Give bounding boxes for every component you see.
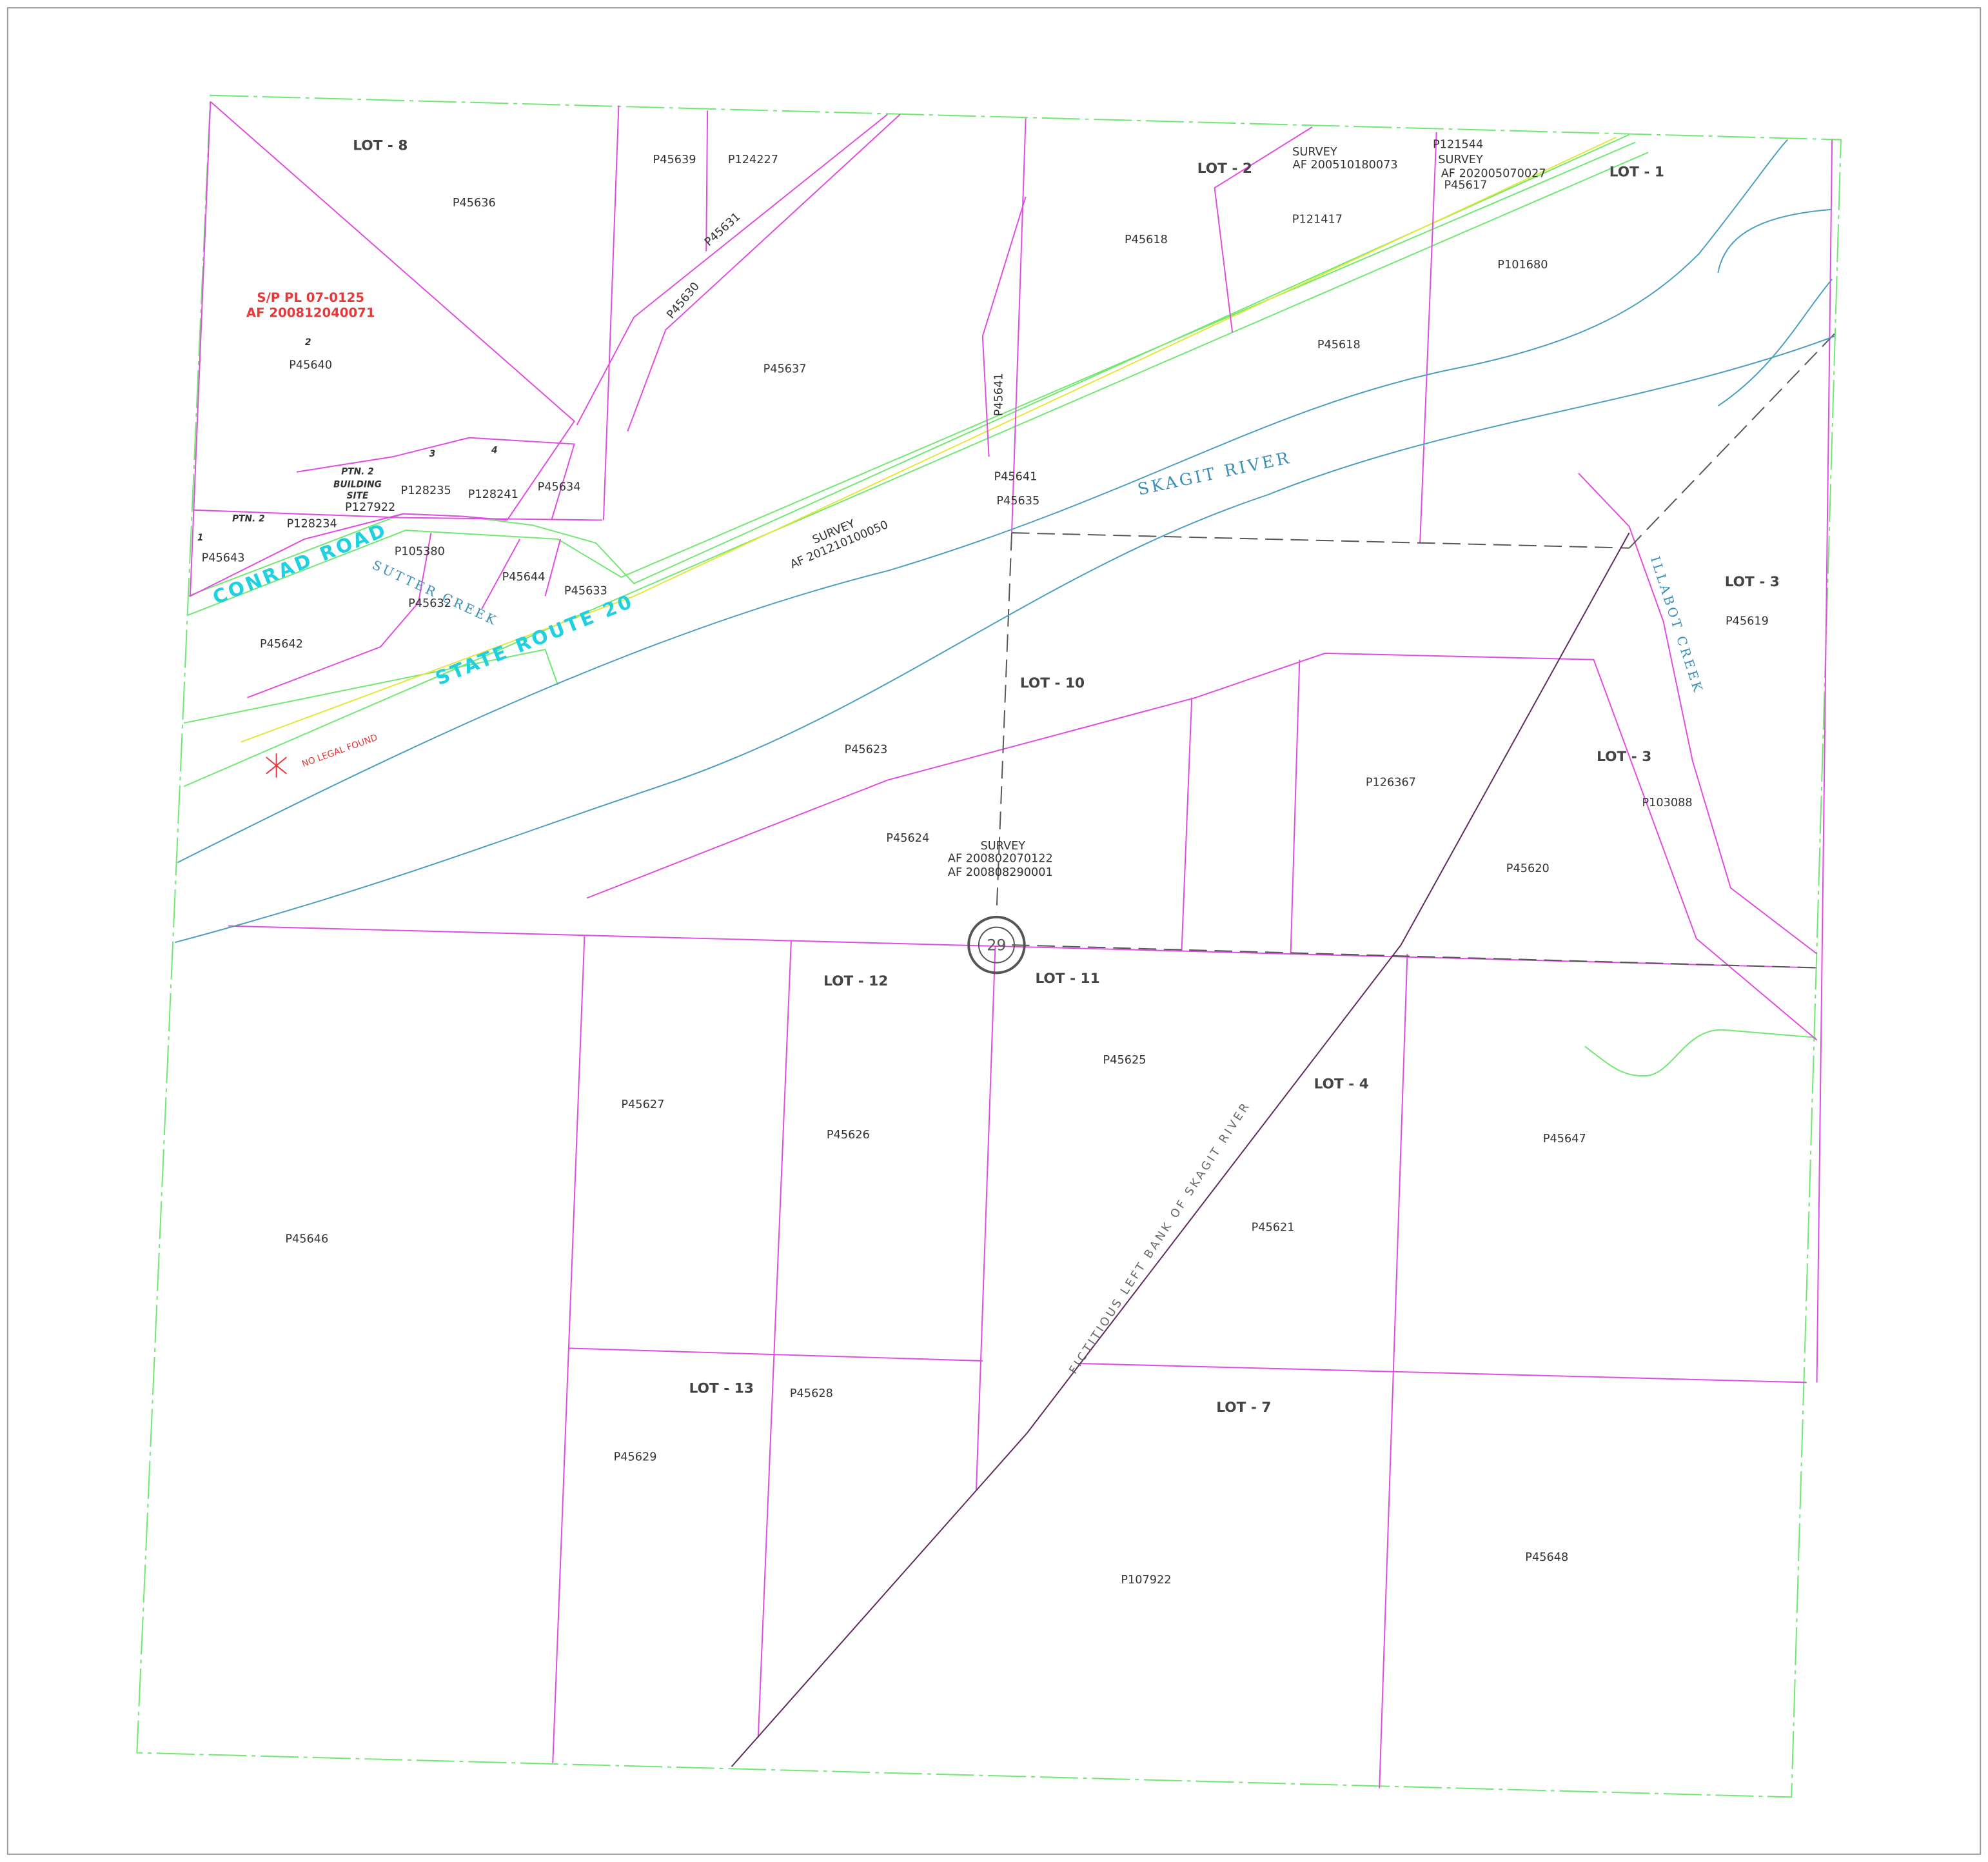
parcel: P45621 bbox=[1252, 1222, 1295, 1234]
parcel: P45636 bbox=[453, 197, 496, 210]
parcel: P45647 bbox=[1543, 1133, 1586, 1145]
parcel: P128241 bbox=[468, 488, 518, 501]
water-label: SKAGIT RIVER bbox=[1136, 448, 1293, 500]
parcel: P101680 bbox=[1497, 259, 1548, 272]
parcel: P45648 bbox=[1525, 1551, 1568, 1564]
parcel: P45642 bbox=[260, 638, 303, 651]
sp-lot-number: 1 bbox=[197, 533, 204, 543]
lot: LOT - 8 bbox=[353, 137, 408, 154]
site-label: SITE bbox=[347, 491, 369, 501]
survey: SURVEY bbox=[980, 840, 1025, 853]
parcel: P45618 bbox=[1125, 233, 1168, 246]
parcel: P45623 bbox=[844, 743, 887, 756]
parcel: P121417 bbox=[1292, 213, 1343, 226]
frame bbox=[6, 7, 1982, 1855]
lot: LOT - 1 bbox=[1609, 164, 1664, 181]
parcel: P45632 bbox=[408, 597, 451, 610]
parcel: P127922 bbox=[345, 501, 395, 514]
parcel: P45633 bbox=[564, 585, 607, 598]
section-number: 29 bbox=[987, 936, 1006, 955]
lot: LOT - 4 bbox=[1314, 1076, 1369, 1092]
short-plat: S/P PL 07-0125 bbox=[257, 290, 364, 305]
parcel: P45626 bbox=[827, 1129, 870, 1142]
lot: LOT - 10 bbox=[1020, 675, 1085, 691]
note: NO LEGAL FOUND bbox=[300, 733, 379, 769]
lot: LOT - 2 bbox=[1197, 161, 1252, 177]
linework bbox=[136, 94, 1842, 1798]
parcel: P45635 bbox=[996, 495, 1039, 508]
parcel: P107922 bbox=[1121, 1574, 1171, 1587]
parcel: P128235 bbox=[401, 484, 451, 497]
survey: AF 200808290001 bbox=[948, 866, 1053, 879]
parcel: P45619 bbox=[1726, 615, 1769, 628]
parcel: P103088 bbox=[1642, 797, 1692, 809]
lot: LOT - 12 bbox=[823, 973, 888, 989]
water-label: SUTTER CREEK bbox=[370, 557, 500, 629]
sp-lot-number: 2 bbox=[305, 337, 311, 348]
site-label: PTN. 2 bbox=[232, 513, 265, 524]
parcel: P126367 bbox=[1366, 776, 1416, 789]
parcel: P45629 bbox=[614, 1451, 657, 1463]
parcel: P45617 bbox=[1444, 179, 1487, 192]
lot: LOT - 3 bbox=[1725, 574, 1780, 590]
labels: LOT - 8 LOT - 2 LOT - 1 LOT - 3 LOT - 3 … bbox=[197, 137, 1780, 1587]
parcel: P121544 bbox=[1433, 138, 1483, 151]
bank-label: FICTITIOUS LEFT BANK OF SKAGIT RIVER bbox=[1067, 1099, 1254, 1376]
parcel: P45637 bbox=[763, 362, 807, 375]
parcel: P45628 bbox=[790, 1387, 833, 1400]
sp-lot-number: 4 bbox=[491, 445, 498, 455]
parcel: P45618 bbox=[1317, 339, 1361, 352]
parcel: P128234 bbox=[287, 517, 337, 530]
parcel: P45643 bbox=[202, 551, 245, 564]
sp-lot-number: 3 bbox=[429, 449, 436, 459]
lot: LOT - 13 bbox=[689, 1380, 754, 1396]
lot: LOT - 7 bbox=[1216, 1400, 1271, 1416]
parcel: P45627 bbox=[621, 1098, 664, 1111]
site-label: PTN. 2 bbox=[341, 467, 374, 477]
short-plat: AF 200812040071 bbox=[246, 305, 375, 320]
parcel: P45634 bbox=[538, 480, 581, 493]
parcel: P45625 bbox=[1103, 1054, 1147, 1067]
survey: AF 202005070027 bbox=[1441, 168, 1546, 181]
survey: AF 200802070122 bbox=[948, 852, 1053, 865]
parcel: P45641 bbox=[992, 373, 1005, 416]
water-label: ILLABOT CREEK bbox=[1648, 555, 1706, 696]
survey: SURVEY bbox=[1438, 154, 1483, 166]
survey: SURVEY bbox=[1292, 146, 1337, 159]
survey: AF 200510180073 bbox=[1293, 159, 1398, 172]
parcel: P124227 bbox=[728, 154, 778, 166]
parcel: P45641 bbox=[994, 471, 1037, 484]
parcel: P105380 bbox=[395, 546, 445, 559]
parcel: P45631 bbox=[702, 210, 743, 249]
parcel: P45620 bbox=[1506, 862, 1550, 875]
parcel: P45624 bbox=[886, 832, 929, 845]
site-label: BUILDING bbox=[333, 479, 382, 490]
parcel: P45644 bbox=[502, 571, 546, 584]
lot: LOT - 11 bbox=[1035, 971, 1099, 987]
parcel: P45639 bbox=[653, 154, 696, 166]
parcel: P45646 bbox=[285, 1233, 328, 1245]
parcel: P45640 bbox=[289, 359, 332, 372]
lot: LOT - 3 bbox=[1597, 749, 1651, 765]
